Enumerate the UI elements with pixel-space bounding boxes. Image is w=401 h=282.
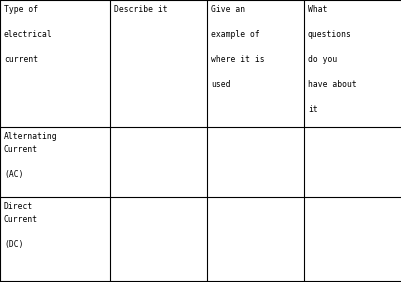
Text: Type of

electrical

current: Type of electrical current: [4, 5, 53, 64]
Text: Give an

example of

where it is

used: Give an example of where it is used: [211, 5, 264, 89]
Text: Describe it: Describe it: [114, 5, 167, 14]
Text: Alternating
Current

(AC): Alternating Current (AC): [4, 132, 57, 179]
Text: Direct
Current

(DC): Direct Current (DC): [4, 202, 38, 248]
Text: What

questions

do you

have about

it: What questions do you have about it: [307, 5, 356, 114]
